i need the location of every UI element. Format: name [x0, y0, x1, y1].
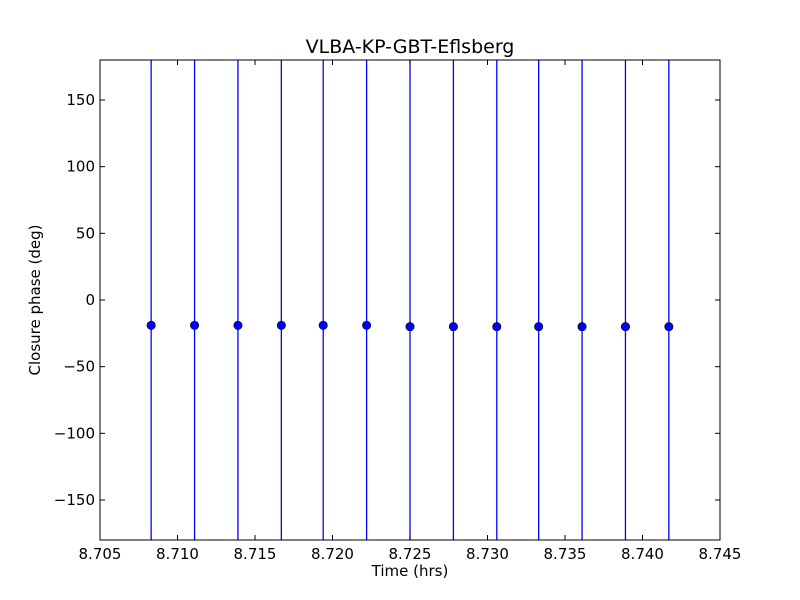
y-tick-label: −150 — [54, 491, 95, 509]
y-tick-label: −50 — [63, 358, 95, 376]
axes: 8.705 8.710 8.715 8.720 8.725 8.730 8.735 8.740… — [54, 60, 742, 563]
y-tick-label: −100 — [54, 424, 95, 442]
data-point — [620, 322, 630, 332]
data-point — [448, 322, 458, 332]
data-point — [577, 322, 587, 332]
data-point — [664, 322, 674, 332]
x-tick-label: 8.715 — [234, 545, 277, 563]
data-point — [276, 320, 286, 330]
data-point — [233, 320, 243, 330]
y-tick-label: 150 — [66, 91, 95, 109]
data-point — [190, 320, 200, 330]
y-tick-label: 100 — [66, 158, 95, 176]
chart-title: VLBA-KP-GBT-Eflsberg — [306, 36, 515, 58]
data-point — [146, 320, 156, 330]
data-point — [492, 322, 502, 332]
data-point — [405, 322, 415, 332]
x-tick-label: 8.720 — [311, 545, 354, 563]
y-tick-label: 0 — [85, 291, 95, 309]
y-axis-label: Closure phase (deg) — [26, 225, 44, 376]
x-tick-label: 8.705 — [79, 545, 122, 563]
x-tick-label: 8.735 — [544, 545, 587, 563]
x-tick-label: 8.740 — [621, 545, 664, 563]
data-point — [318, 320, 328, 330]
x-tick-label: 8.730 — [466, 545, 509, 563]
y-tick-label: 50 — [76, 224, 95, 242]
x-tick-label: 8.710 — [156, 545, 199, 563]
data-point — [362, 320, 372, 330]
x-tick-label: 8.745 — [699, 545, 742, 563]
data-point — [534, 322, 544, 332]
plot-area — [146, 60, 674, 540]
x-axis-label: Time (hrs) — [371, 562, 449, 580]
x-tick-label: 8.725 — [389, 545, 432, 563]
